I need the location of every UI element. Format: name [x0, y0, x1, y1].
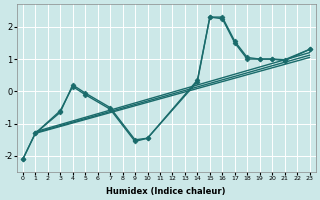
- X-axis label: Humidex (Indice chaleur): Humidex (Indice chaleur): [107, 187, 226, 196]
